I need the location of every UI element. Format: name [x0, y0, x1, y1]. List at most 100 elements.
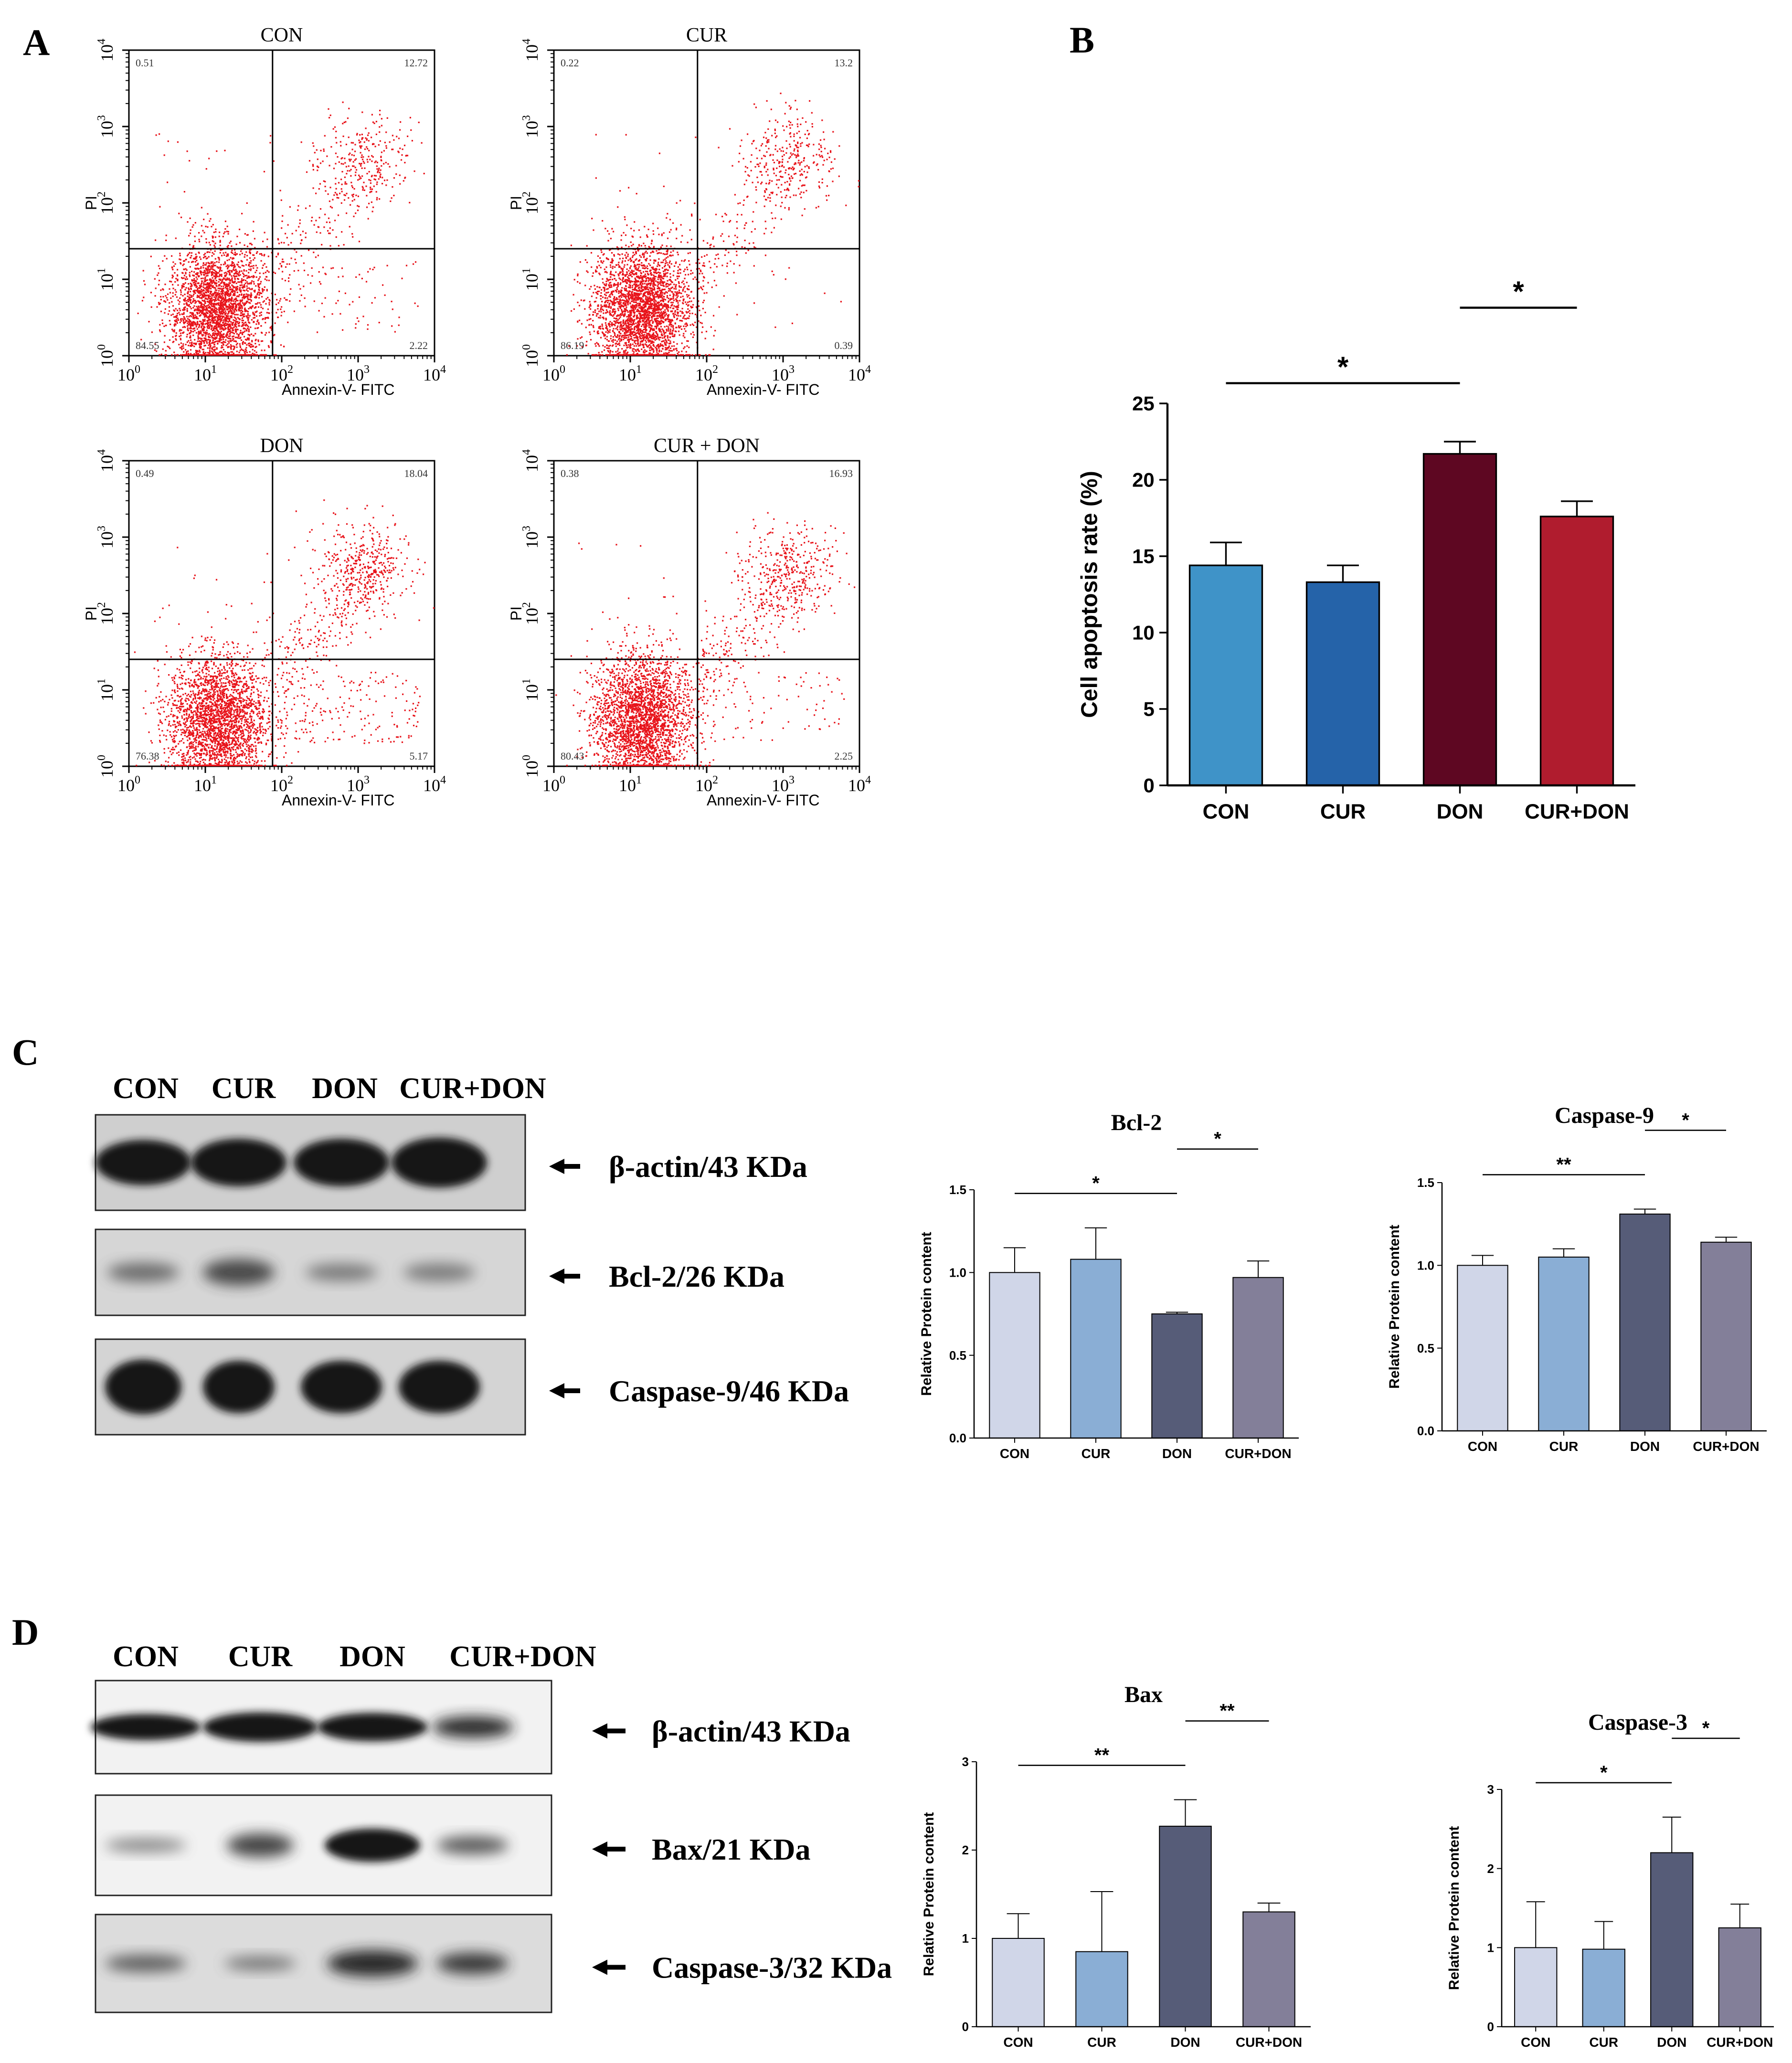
bar-cur [1538, 1257, 1590, 1431]
flow-x-axis-label: Annexin-V- FITC [282, 792, 395, 809]
flow-y-axis-label: PI [83, 196, 100, 210]
category-label: DON [1437, 800, 1484, 824]
x-tick-label: 100 [542, 774, 565, 795]
lane-label-cur: CUR [228, 1640, 293, 1673]
quadrant-lower-right-value: 0.39 [835, 339, 853, 351]
y-axis-label: Relative Protein content [919, 1232, 934, 1396]
y-tick-label: 10 [1132, 622, 1155, 644]
arrow-left-icon [592, 1723, 607, 1739]
band-label: Caspase-9/46 KDa [609, 1374, 849, 1408]
y-tick-label: 102 [95, 602, 117, 625]
band-label: Bcl-2/26 KDa [609, 1259, 785, 1293]
bar-don [1151, 1313, 1203, 1439]
category-label: DON [1162, 1446, 1192, 1461]
y-tick-label: 102 [95, 191, 117, 214]
bar-don [1619, 1213, 1671, 1432]
y-tick-label: 101 [95, 678, 117, 701]
flow-plot-title: CON [261, 24, 303, 46]
category-label: CON [1000, 1446, 1029, 1461]
protein-band [95, 1140, 191, 1185]
chart-title: Bax [1124, 1682, 1163, 1707]
y-axis-label: Relative Protein content [921, 1812, 937, 1976]
category-label: DON [1170, 2035, 1200, 2050]
quadrant-lower-right-value: 2.22 [410, 339, 428, 351]
y-tick-label: 101 [520, 268, 541, 291]
arrow-left-icon [549, 1159, 564, 1174]
y-tick-label: 101 [520, 678, 541, 701]
bar-cur [1305, 581, 1380, 786]
flow-plot-frame [128, 460, 435, 767]
y-tick-label: 3 [1487, 1782, 1494, 1797]
x-tick-label: 104 [848, 774, 871, 795]
flow-event-dots [137, 101, 425, 356]
x-tick-label: 101 [194, 774, 217, 795]
flow-plot-title: CUR [686, 24, 727, 46]
category-label: CUR [1320, 800, 1366, 824]
bar-cur-don [1539, 516, 1614, 786]
flow-y-axis-label: PI [83, 606, 100, 621]
protein-band [403, 1263, 475, 1281]
protein-band [227, 1833, 294, 1857]
flow-event-dots [566, 93, 859, 356]
y-tick-label: 0 [962, 2020, 969, 2034]
quadrant-upper-right-value: 16.93 [829, 467, 853, 479]
significance-marker: * [1600, 1762, 1608, 1783]
x-tick-label: 101 [194, 363, 217, 384]
y-tick-label: 102 [520, 191, 541, 214]
bar-chart-b-apoptosis: CON CUR DON CUR+DON 0 5 10 15 20 25 Cell apoptosis… [1077, 275, 1635, 824]
x-tick-label: 103 [347, 774, 370, 795]
bar-cur-don [1700, 1241, 1752, 1432]
blot-strip [95, 1794, 552, 1896]
blot-strip [95, 1338, 526, 1436]
quadrant-lower-left-value: 86.19 [561, 339, 584, 351]
category-label: CUR+DON [1236, 2035, 1302, 2050]
x-tick-label: 104 [423, 774, 446, 795]
protein-band [203, 1361, 275, 1413]
y-tick-label: 2 [962, 1843, 969, 1857]
category-label: CUR [1549, 1439, 1579, 1454]
panel-label-b: B [1070, 19, 1094, 61]
category-label: CUR [1589, 2035, 1618, 2050]
quadrant-lower-left-value: 80.43 [561, 750, 584, 762]
category-label: DON [1630, 1439, 1660, 1454]
y-tick-label: 103 [520, 115, 541, 138]
protein-band [191, 1139, 286, 1186]
protein-band [105, 1838, 186, 1852]
protein-band [437, 1836, 509, 1854]
x-tick-label: 103 [772, 363, 795, 384]
category-label: CON [1521, 2035, 1550, 2050]
significance-marker: ** [1219, 1701, 1235, 1722]
y-tick-label: 100 [520, 344, 541, 367]
protein-band [306, 1264, 377, 1281]
bar-chart-c-caspase-9: Caspase-9 CON CUR DON CUR+DON 0.0 0.5 1.0 1.5 Rel… [1387, 1103, 1767, 1454]
lane-label-don: DON [339, 1640, 405, 1673]
western-blot-panels: CON CUR DON CUR+DON β-actin/43 KDa Bcl-2/26 K… [91, 1072, 892, 2013]
y-tick-label: 15 [1132, 545, 1155, 568]
y-tick-label: 1.0 [1417, 1258, 1434, 1272]
x-tick-label: 104 [423, 363, 446, 384]
category-label: CUR+DON [1707, 2035, 1773, 2050]
x-tick-label: 103 [347, 363, 370, 384]
y-tick-label: 102 [520, 602, 541, 625]
bar-don [1650, 1852, 1694, 2028]
y-tick-label: 3 [962, 1755, 969, 1769]
y-tick-label: 0.5 [949, 1348, 966, 1363]
flow-event-dots [555, 512, 856, 766]
blot-strip [95, 1228, 526, 1316]
x-tick-label: 100 [542, 363, 565, 384]
y-tick-label: 5 [1143, 698, 1154, 720]
bar-con [1514, 1947, 1558, 2027]
bar-cur [1582, 1948, 1625, 2028]
y-tick-label: 104 [520, 449, 541, 472]
flow-x-axis-label: Annexin-V- FITC [282, 381, 395, 398]
y-tick-label: 100 [95, 755, 117, 778]
x-tick-label: 102 [695, 774, 718, 795]
band-label: Bax/21 KDa [652, 1832, 810, 1866]
bar-chart-d-caspase-3: Caspase-3 CON CUR DON CUR+DON 0 1 2 3 Relative Pr… [1446, 1710, 1774, 2050]
chart-title: Caspase-9 [1555, 1103, 1654, 1128]
quadrant-lower-left-value: 76.38 [136, 750, 159, 762]
flow-plot-frame [553, 460, 860, 767]
y-tick-label: 104 [95, 449, 117, 472]
